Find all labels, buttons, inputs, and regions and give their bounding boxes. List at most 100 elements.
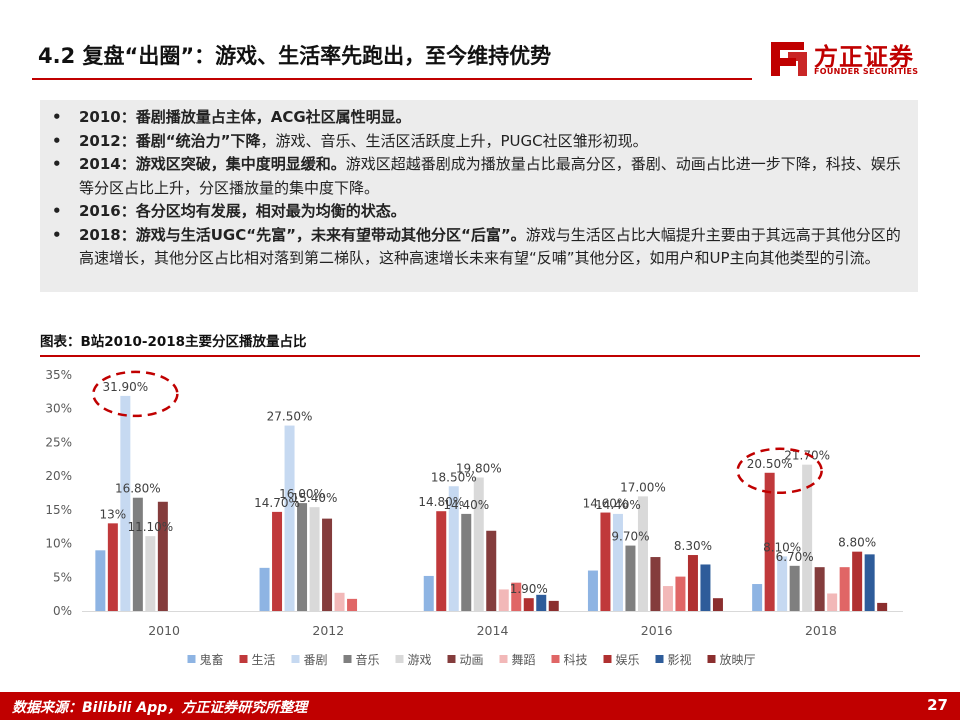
bar xyxy=(523,598,534,611)
bar xyxy=(448,486,459,611)
logo-english-name: FOUNDER SECURITIES xyxy=(814,67,919,76)
legend-swatch xyxy=(655,655,664,663)
y-tick-label: 0% xyxy=(53,604,72,618)
bullet-strong-text: 2016：各分区均有发展，相对最为均衡的状态。 xyxy=(79,202,406,220)
legend-swatch xyxy=(395,655,404,663)
highlight-ellipse xyxy=(92,370,179,418)
bar xyxy=(600,512,611,611)
x-tick-label: 2010 xyxy=(148,623,180,638)
bar xyxy=(814,567,825,611)
legend-swatch xyxy=(707,655,716,663)
summary-bullet: • 2018：游戏与生活UGC“先富”，未来有望带动其他分区“后富”。游戏与生活区… xyxy=(52,224,904,271)
bullet-text: 游戏与生活区占比大幅提升主要由于其远高于其他分区的高速增长，其他分区占比相对落到… xyxy=(79,225,901,268)
legend-swatch xyxy=(291,655,300,663)
y-tick-label: 20% xyxy=(45,469,72,483)
bar xyxy=(423,575,434,611)
legend-swatch xyxy=(499,655,508,663)
bullet-dot: • xyxy=(52,131,62,150)
data-label: 15.40% xyxy=(292,491,338,505)
bar xyxy=(473,477,484,611)
summary-bullet: • 2014：游戏区突破，集中度明显缓和。游戏区超越番剧成为播放量占比最高分区，番… xyxy=(52,153,904,200)
bullet-strong-text: 2018：游戏与生活UGC“先富”，未来有望带动其他分区“后富”。 xyxy=(79,225,526,244)
data-label: 19.80% xyxy=(456,461,502,475)
x-tick-label: 2016 xyxy=(641,623,673,638)
bullet-strong-text: 2014：游戏区突破，集中度明显缓和。 xyxy=(79,155,346,173)
data-source-note: 数据来源：Bilibili App，方正证券研究所整理 xyxy=(12,700,308,716)
bar xyxy=(95,550,106,611)
data-label: 6.70% xyxy=(776,550,814,564)
bar xyxy=(650,557,661,611)
bar xyxy=(852,551,863,611)
data-label: 11.10% xyxy=(127,520,173,534)
summary-bullet: • 2010：番剧播放量占主体，ACG社区属性明显。 xyxy=(52,106,904,130)
legend-label: 影视 xyxy=(668,652,692,667)
bar xyxy=(486,530,497,611)
legend-swatch xyxy=(343,655,352,663)
data-label: 18.50% xyxy=(431,470,477,484)
data-label: 14.80% xyxy=(418,495,464,509)
bar xyxy=(625,545,636,611)
bar xyxy=(827,593,838,611)
bullet-text: ，游戏、音乐、生活区活跃度上升，PUGC社区雏形初现。 xyxy=(260,131,648,150)
bar xyxy=(712,598,723,611)
y-tick-label: 5% xyxy=(53,570,72,584)
legend-label: 鬼畜 xyxy=(200,652,224,667)
data-label: 14.40% xyxy=(595,498,641,512)
bar xyxy=(297,503,308,611)
bar xyxy=(687,555,698,611)
data-label: 16.80% xyxy=(115,482,161,496)
y-tick-label: 15% xyxy=(45,503,72,517)
bar xyxy=(498,589,509,611)
summary-box: • 2010：番剧播放量占主体，ACG社区属性明显。 • 2012：番剧“统治力”下… xyxy=(40,100,918,292)
data-label: 17.00% xyxy=(620,480,666,494)
data-label: 21.70% xyxy=(784,449,830,463)
legend-swatch xyxy=(239,655,248,663)
founder-logo-icon xyxy=(771,42,807,76)
bar xyxy=(548,600,559,611)
bar xyxy=(347,598,358,611)
y-tick-label: 35% xyxy=(45,368,72,382)
data-label: 8.30% xyxy=(674,539,712,553)
bar xyxy=(700,564,711,611)
data-label: 14.70% xyxy=(254,496,300,510)
data-label: 8.10% xyxy=(763,540,801,554)
bar xyxy=(157,501,168,611)
bar xyxy=(864,554,875,611)
footer-bar xyxy=(0,692,960,720)
bullet-dot: • xyxy=(52,155,62,173)
bullet-text: 游戏区超越番剧成为播放量占比最高分区，番剧、动画占比进一步下降，科技、娱乐等分区… xyxy=(79,155,901,197)
x-tick-label: 2014 xyxy=(477,623,509,638)
data-label: 16.00% xyxy=(279,487,325,501)
bar xyxy=(675,576,686,611)
chart-title: 图表：B站2010-2018主要分区播放量占比 xyxy=(40,334,307,350)
data-label: 8.80% xyxy=(838,536,876,550)
bar xyxy=(511,582,522,611)
legend-label: 舞蹈 xyxy=(512,653,536,667)
legend-label: 娱乐 xyxy=(616,653,640,667)
bar xyxy=(272,511,283,611)
x-tick-label: 2012 xyxy=(312,623,344,638)
legend-swatch xyxy=(551,655,560,663)
bullet-dot: • xyxy=(52,108,62,126)
bar xyxy=(436,511,447,611)
legend-swatch xyxy=(187,655,196,663)
bullet-strong-text: 2012：番剧“统治力”下降 xyxy=(79,131,261,150)
bar xyxy=(107,523,118,611)
y-tick-label: 30% xyxy=(45,402,72,416)
bar xyxy=(461,513,472,611)
data-label: 1.90% xyxy=(510,582,548,596)
legend-label: 游戏 xyxy=(408,653,432,667)
bar xyxy=(662,586,673,611)
legend-label: 动画 xyxy=(460,653,484,667)
legend-label: 生活 xyxy=(252,653,276,667)
data-label: 31.90% xyxy=(102,380,148,394)
bar xyxy=(309,507,320,611)
data-label: 9.70% xyxy=(611,530,649,544)
bar xyxy=(132,497,143,611)
x-tick-label: 2018 xyxy=(805,623,837,638)
logo-chinese-name: 方正证券 xyxy=(814,43,914,71)
data-label: 14.60% xyxy=(583,497,629,511)
data-label: 27.50% xyxy=(267,410,313,424)
bar xyxy=(334,592,345,611)
data-label: 14.40% xyxy=(443,498,489,512)
